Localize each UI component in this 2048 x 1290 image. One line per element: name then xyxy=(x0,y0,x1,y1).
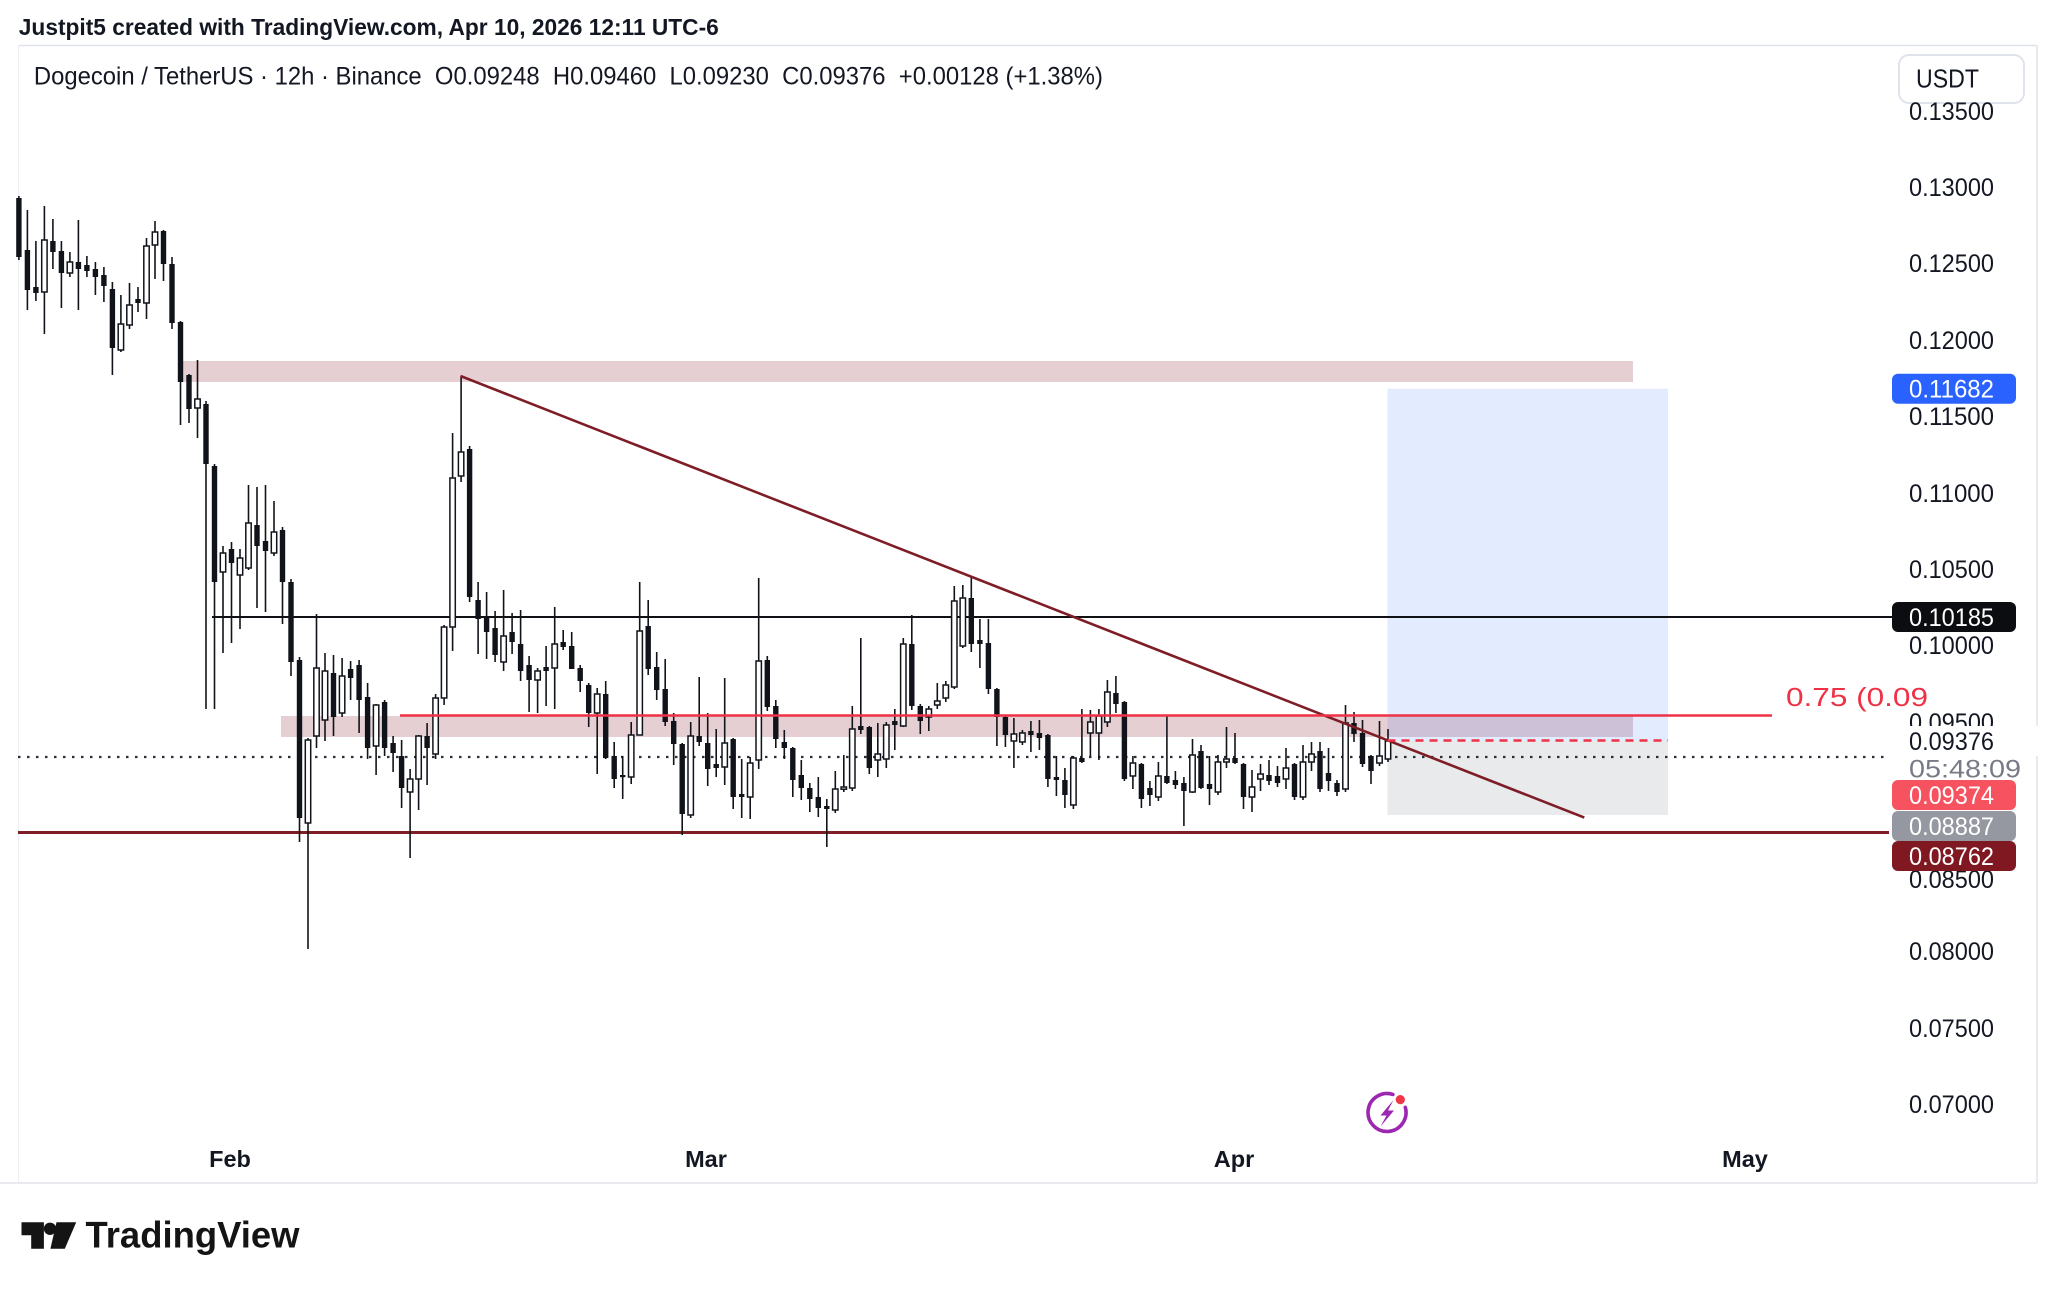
svg-text:0.11682: 0.11682 xyxy=(1909,376,1994,404)
svg-text:Apr: Apr xyxy=(1214,1146,1254,1172)
svg-text:0.09376: 0.09376 xyxy=(1909,728,1994,756)
svg-text:0.10000: 0.10000 xyxy=(1909,632,1994,660)
svg-text:Mar: Mar xyxy=(685,1146,727,1172)
svg-text:May: May xyxy=(1722,1146,1768,1172)
svg-text:0.08000: 0.08000 xyxy=(1909,938,1994,966)
svg-text:0.08887: 0.08887 xyxy=(1909,813,1994,841)
svg-text:Feb: Feb xyxy=(209,1146,251,1172)
svg-text:USDT: USDT xyxy=(1916,66,1979,94)
svg-text:0.07000: 0.07000 xyxy=(1909,1091,1994,1119)
svg-text:0.09374: 0.09374 xyxy=(1909,782,1994,810)
svg-text:0.08762: 0.08762 xyxy=(1909,843,1994,871)
svg-text:0.13500: 0.13500 xyxy=(1909,98,1994,126)
svg-text:0.10500: 0.10500 xyxy=(1909,556,1994,584)
svg-text:0.11500: 0.11500 xyxy=(1909,403,1994,431)
svg-text:0.12000: 0.12000 xyxy=(1909,327,1994,355)
svg-text:0.11000: 0.11000 xyxy=(1909,480,1994,508)
svg-text:0.75 (0.09: 0.75 (0.09 xyxy=(1786,682,1928,712)
svg-text:0.10185: 0.10185 xyxy=(1909,604,1994,632)
svg-text:0.07500: 0.07500 xyxy=(1909,1015,1994,1043)
svg-text:0.12500: 0.12500 xyxy=(1909,250,1994,278)
svg-text:05:48:09: 05:48:09 xyxy=(1909,756,2021,784)
svg-text:Dogecoin / TetherUS · 12h · Bi: Dogecoin / TetherUS · 12h · Binance O0.0… xyxy=(34,62,1103,90)
svg-text:Justpit5 created with TradingV: Justpit5 created with TradingView.com, A… xyxy=(19,14,719,40)
svg-text:0.13000: 0.13000 xyxy=(1909,174,1994,202)
svg-text:TradingView: TradingView xyxy=(86,1215,300,1256)
